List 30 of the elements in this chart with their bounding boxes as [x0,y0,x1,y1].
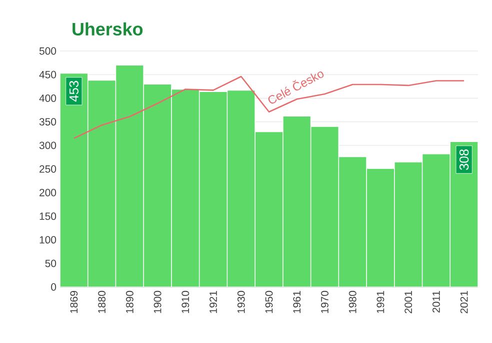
x-tick-label: 1910 [182,290,190,313]
text: Celé Česko [268,72,324,104]
x-tick-label: 1970 [321,290,328,313]
x-tick-label: 1869 [70,291,78,313]
y-tick-label: 250 [40,165,56,173]
x-tick-label: 1930 [237,290,245,313]
x-tick-label: 1980 [348,290,356,313]
x-tick-label: 1961 [293,291,301,313]
y-tick-label: 100 [40,236,56,244]
x-tick-label: 1921 [210,291,217,313]
x-tick-label: 1991 [376,291,384,313]
y-tick-label: 50 [45,260,56,268]
x-tick-label: 1950 [265,290,273,313]
y-tick-label: 450 [39,70,56,78]
x-tick-label: 1900 [154,290,162,313]
y-tick-label: 200 [40,188,56,196]
y-tick-label: 500 [39,47,56,55]
data-label: 308 [459,149,469,170]
y-tick-label: 300 [39,142,56,150]
x-tick-label: 2011 [432,291,440,312]
chart-title: Uhersko [72,22,143,36]
x-tick-label: 2001 [404,291,412,314]
x-tick-label: 2021 [460,291,468,314]
x-tick-label: 1880 [98,290,106,313]
x-tick-label: 1890 [126,290,134,313]
y-tick-label: 400 [39,94,56,102]
y-tick-label: 0 [51,283,56,291]
y-tick-label: 150 [40,212,56,220]
data-label: 453 [69,80,79,102]
y-tick-label: 350 [39,118,56,126]
